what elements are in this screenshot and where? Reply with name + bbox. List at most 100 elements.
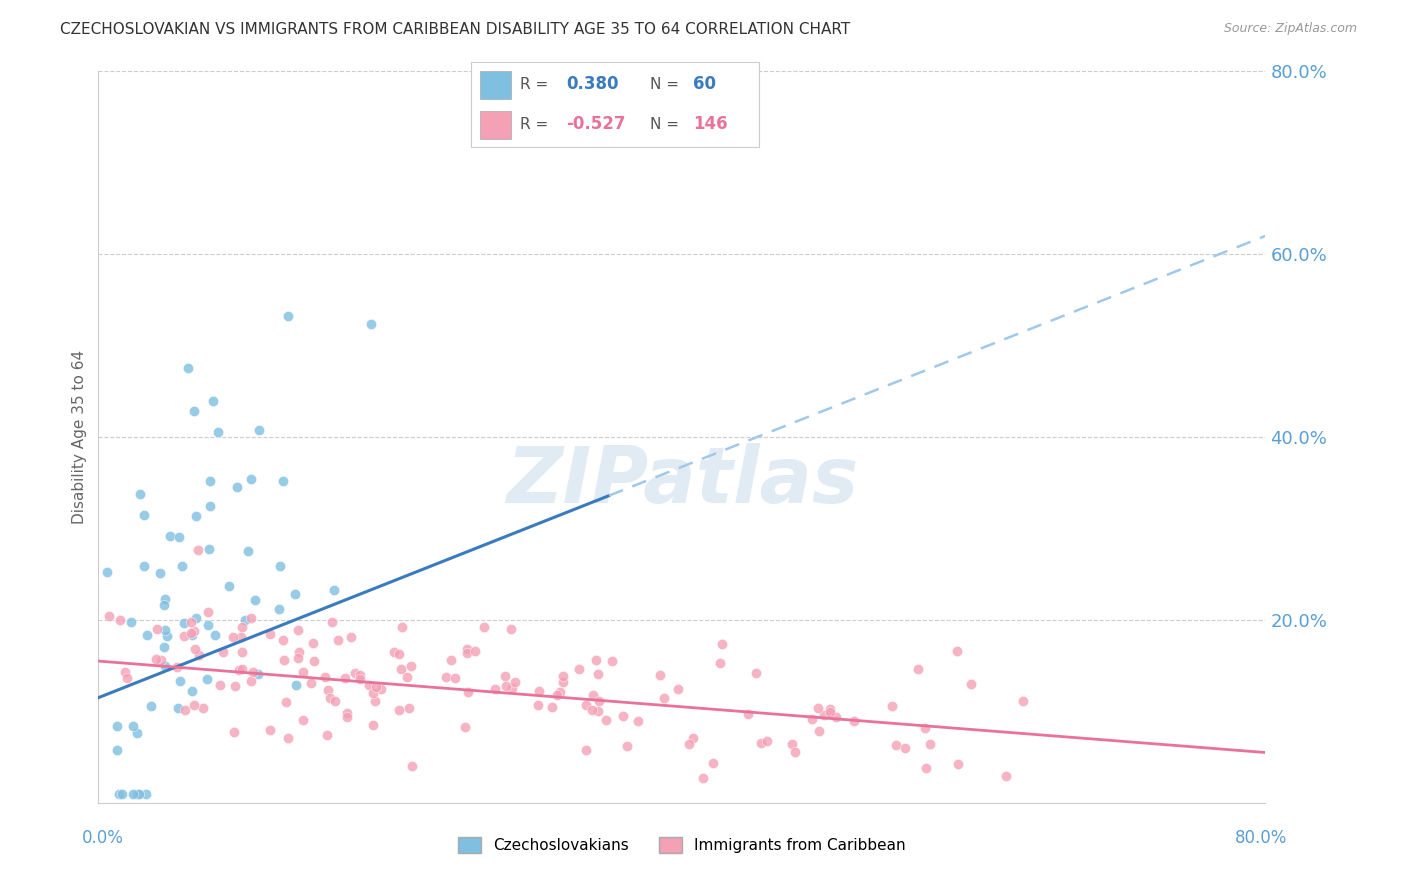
Point [240,473,263,487]
Point [128,487,150,501]
Point [586,704,609,718]
Point [349,672,371,686]
Point [316,683,339,698]
Point [231,619,253,633]
Point [382,645,405,659]
Point [240,674,263,689]
Point [333,671,356,685]
FancyBboxPatch shape [479,111,512,139]
Point [648,668,671,682]
Point [159,528,181,542]
Point [198,541,221,556]
Point [553,674,575,689]
Point [207,425,229,439]
Point [807,701,830,715]
Point [186,611,208,625]
Point [247,423,270,437]
Point [946,643,969,657]
Point [231,645,253,659]
Point [344,665,367,680]
Point [108,787,131,801]
Point [274,696,297,710]
Point [201,393,224,408]
Point [600,654,623,668]
Point [145,652,167,666]
Point [527,683,550,698]
Point [173,629,195,643]
Text: N =: N = [650,117,679,132]
Point [277,731,299,746]
Text: 60: 60 [693,76,716,94]
Point [842,714,865,728]
Point [115,671,138,685]
Point [464,644,486,658]
Point [527,698,550,712]
Point [197,605,219,619]
Point [326,632,349,647]
Point [364,680,387,694]
Point [568,662,591,676]
Point [692,771,714,785]
Point [155,658,177,673]
Point [456,641,478,656]
Point [453,720,475,734]
Point [97,609,120,624]
Text: R =: R = [520,77,548,92]
Point [361,717,384,731]
Point [184,508,207,523]
Point [886,738,908,752]
Text: N =: N = [650,77,679,92]
Point [702,756,724,771]
Point [457,685,479,699]
Point [540,700,562,714]
Point [152,598,174,612]
Point [198,474,221,488]
Point [246,667,269,681]
Point [224,724,246,739]
Point [323,583,346,598]
Point [399,659,422,673]
Point [172,559,194,574]
Point [193,700,215,714]
Point [269,559,291,574]
Point [349,668,371,682]
Point [287,650,309,665]
Point [915,761,938,775]
Point [495,679,517,693]
Point [586,667,609,681]
Point [918,737,941,751]
Point [824,710,846,724]
Point [155,592,177,607]
Point [177,361,200,376]
Point [616,739,638,753]
Point [612,709,634,723]
Point [218,579,240,593]
Point [808,724,831,739]
Point [780,738,803,752]
Text: -0.527: -0.527 [567,115,626,133]
Point [236,543,259,558]
Point [110,613,132,627]
Point [167,529,190,543]
FancyBboxPatch shape [479,71,512,99]
Point [187,543,209,558]
Point [139,698,162,713]
Point [994,769,1017,783]
Point [122,787,145,801]
Point [336,706,359,720]
Point [800,712,823,726]
Point [553,668,575,682]
Point [173,615,195,630]
Point [314,669,336,683]
Point [820,702,842,716]
Legend: Czechoslovakians, Immigrants from Caribbean: Czechoslovakians, Immigrants from Caribb… [450,830,914,861]
Point [180,615,202,629]
Point [134,787,156,801]
Point [595,713,617,727]
Text: Source: ZipAtlas.com: Source: ZipAtlas.com [1223,22,1357,36]
Point [226,480,249,494]
Point [709,656,731,670]
Point [120,615,142,629]
Point [548,684,571,698]
Point [575,743,598,757]
